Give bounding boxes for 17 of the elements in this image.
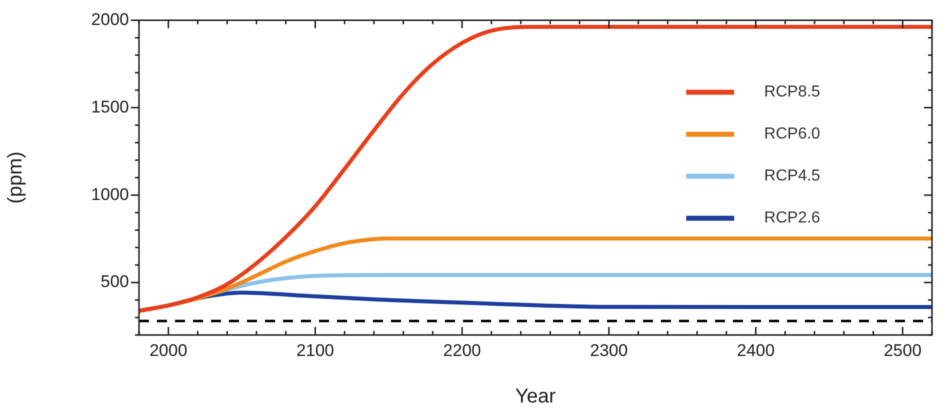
y-tick-label: 1000 bbox=[91, 184, 129, 204]
x-tick-label: 2400 bbox=[736, 340, 775, 360]
legend-label: RCP4.5 bbox=[764, 168, 820, 185]
y-tick-label: 500 bbox=[100, 272, 129, 292]
legend-label: RCP8.5 bbox=[764, 84, 820, 101]
line-series bbox=[139, 24, 932, 313]
legend-label: RCP6.0 bbox=[764, 126, 820, 143]
legend-label: RCP2.6 bbox=[764, 210, 820, 227]
y-axis-title: (ppm) bbox=[4, 151, 27, 204]
y-tick-label: 1500 bbox=[91, 97, 129, 116]
x-axis-title: Year bbox=[515, 386, 556, 408]
y-tick-label: 2000 bbox=[91, 10, 129, 29]
x-tick-label: 2100 bbox=[296, 340, 334, 360]
x-tick-label: 2500 bbox=[884, 340, 922, 360]
x-tick-label: 2200 bbox=[443, 340, 481, 360]
x-tick-label: 2300 bbox=[590, 340, 628, 360]
x-tick-label: 2000 bbox=[149, 340, 188, 360]
